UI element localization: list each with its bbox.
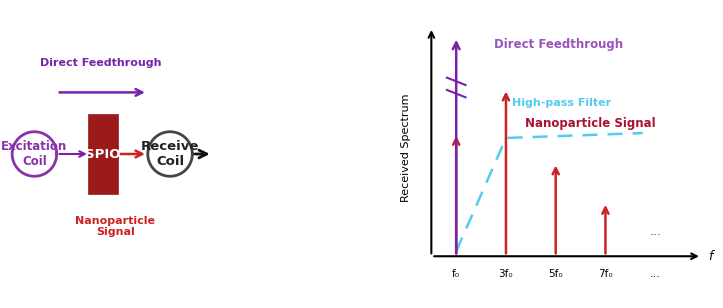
Text: f: f — [708, 250, 712, 263]
Text: Receive
Coil: Receive Coil — [141, 140, 200, 168]
Text: 3f₀: 3f₀ — [499, 269, 513, 278]
Text: Excitation
Coil: Excitation Coil — [1, 140, 67, 168]
Text: 5f₀: 5f₀ — [548, 269, 563, 278]
Text: ...: ... — [649, 225, 661, 238]
Text: SPIO: SPIO — [85, 148, 121, 160]
Text: Nanoparticle Signal: Nanoparticle Signal — [525, 117, 655, 130]
Text: High-pass Filter: High-pass Filter — [512, 99, 612, 108]
Text: Received Spectrum: Received Spectrum — [401, 94, 411, 202]
Text: ...: ... — [650, 269, 661, 278]
Text: 7f₀: 7f₀ — [598, 269, 613, 278]
Text: f₀: f₀ — [452, 269, 461, 278]
Text: Nanoparticle
Signal: Nanoparticle Signal — [75, 216, 155, 237]
FancyBboxPatch shape — [88, 114, 119, 194]
Text: Direct Feedthrough: Direct Feedthrough — [40, 58, 162, 68]
Text: Direct Feedthrough: Direct Feedthrough — [494, 38, 623, 51]
